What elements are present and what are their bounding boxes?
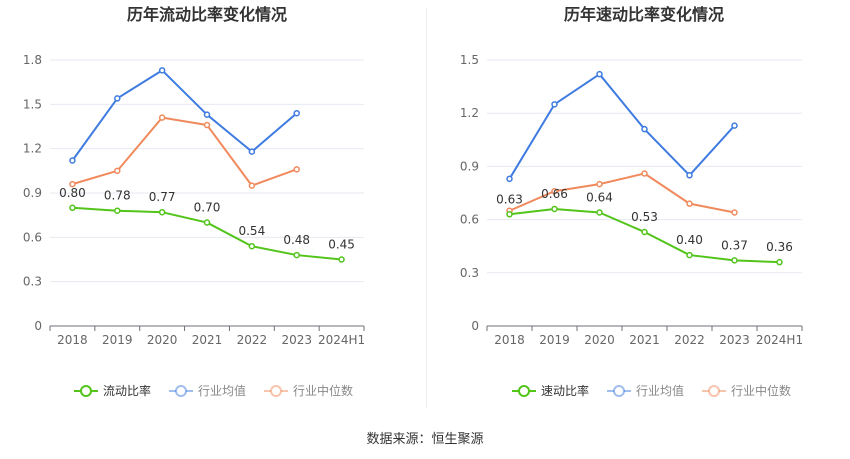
- data-point: [596, 209, 603, 216]
- data-label: 0.66: [541, 187, 568, 201]
- data-point: [731, 122, 738, 129]
- data-point: [248, 148, 256, 155]
- legend-marker-circle: [708, 385, 720, 397]
- data-point: [158, 114, 166, 121]
- data-source-note: 数据来源：恒生聚源: [366, 432, 484, 447]
- data-point: [776, 258, 783, 266]
- x-tick-label: 2021: [192, 333, 223, 347]
- legend-marker-circle: [175, 385, 187, 397]
- x-tick-label: 2019: [102, 333, 133, 347]
- data-point: [203, 219, 211, 226]
- series-line-行业均值: [71, 69, 298, 162]
- data-point: [248, 182, 256, 189]
- data-label: 0.48: [283, 233, 310, 247]
- data-point: [686, 251, 693, 259]
- data-point: [551, 205, 558, 213]
- data-label: 0.45: [328, 238, 355, 252]
- series-line-行业中位数: [72, 116, 298, 187]
- y-tick-label: 0.6: [460, 213, 479, 227]
- data-label: 0.77: [149, 190, 176, 204]
- legend-label: 速动比率: [541, 383, 589, 398]
- data-point: [114, 95, 121, 102]
- data-point: [293, 166, 300, 173]
- data-label: 0.37: [721, 238, 748, 252]
- y-tick-label: 0.9: [460, 159, 479, 173]
- legend-label: 流动比率: [103, 383, 151, 398]
- data-point: [596, 70, 603, 78]
- y-tick-label: 0.3: [460, 266, 479, 280]
- y-tick-label: 0.9: [23, 186, 42, 200]
- x-tick-label: 2018: [57, 333, 88, 347]
- y-tick-label: 1.5: [460, 53, 479, 67]
- y-tick-label: 0.6: [23, 230, 42, 244]
- data-point: [506, 211, 513, 218]
- data-label: 0.40: [676, 233, 703, 247]
- x-tick-label: 2024H1: [318, 333, 365, 347]
- y-tick-label: 0.3: [23, 275, 42, 289]
- legend-marker-circle: [613, 385, 625, 397]
- data-point: [293, 109, 300, 117]
- data-point: [551, 101, 558, 108]
- data-label: 0.63: [496, 192, 523, 206]
- legend-marker-circle: [518, 385, 530, 397]
- legend-label: 行业中位数: [293, 383, 353, 398]
- x-tick-label: 2023: [281, 333, 312, 347]
- legend-label: 行业中位数: [731, 383, 791, 398]
- data-label: 0.54: [238, 224, 265, 238]
- y-tick-label: 0: [471, 319, 479, 333]
- x-tick-label: 2021: [629, 333, 660, 347]
- data-point: [731, 209, 738, 216]
- x-tick-label: 2020: [584, 333, 615, 347]
- y-tick-label: 1.8: [23, 53, 42, 67]
- x-tick-label: 2018: [494, 333, 525, 347]
- y-tick-label: 1.5: [23, 97, 42, 111]
- data-point: [551, 187, 558, 195]
- data-point: [506, 175, 513, 183]
- data-point: [203, 111, 211, 118]
- x-tick-label: 2022: [674, 333, 705, 347]
- data-point: [203, 121, 211, 129]
- data-point: [686, 172, 693, 179]
- chart-title-2: 历年速动比率变化情况: [564, 5, 724, 24]
- legend-label: 行业均值: [636, 383, 684, 398]
- data-label: 0.70: [194, 201, 221, 215]
- x-tick-label: 2020: [147, 333, 178, 347]
- legend-marker-circle: [270, 385, 282, 397]
- data-point: [596, 180, 603, 188]
- data-point: [731, 257, 738, 264]
- data-point: [338, 256, 345, 263]
- y-tick-label: 1.2: [460, 106, 479, 120]
- data-point: [69, 180, 76, 188]
- data-point: [641, 228, 648, 236]
- data-point: [293, 251, 300, 259]
- x-tick-label: 2023: [719, 333, 750, 347]
- data-point: [248, 242, 256, 250]
- data-point: [641, 125, 648, 133]
- legend-marker-circle: [80, 385, 92, 397]
- x-tick-label: 2019: [539, 333, 570, 347]
- data-point: [69, 204, 76, 212]
- series-line-行业均值: [508, 73, 736, 180]
- data-label: 0.80: [59, 186, 86, 200]
- data-label: 0.64: [586, 191, 613, 205]
- series-line-行业中位数: [509, 172, 735, 214]
- data-point: [69, 157, 76, 164]
- x-tick-label: 2022: [237, 333, 268, 347]
- data-point: [686, 200, 693, 207]
- y-tick-label: 1.2: [23, 142, 42, 156]
- chart-title-1: 历年流动比率变化情况: [127, 5, 287, 24]
- x-tick-label: 2024H1: [756, 333, 803, 347]
- data-point: [641, 170, 648, 177]
- data-label: 0.36: [766, 240, 793, 254]
- data-point: [158, 208, 166, 216]
- data-point: [158, 67, 166, 74]
- data-label: 0.53: [631, 210, 658, 224]
- legend-label: 行业均值: [198, 383, 246, 398]
- data-label: 0.78: [104, 189, 131, 203]
- panel-divider: [426, 8, 427, 408]
- data-point: [114, 207, 121, 214]
- data-point: [114, 167, 121, 175]
- y-tick-label: 0: [34, 319, 42, 333]
